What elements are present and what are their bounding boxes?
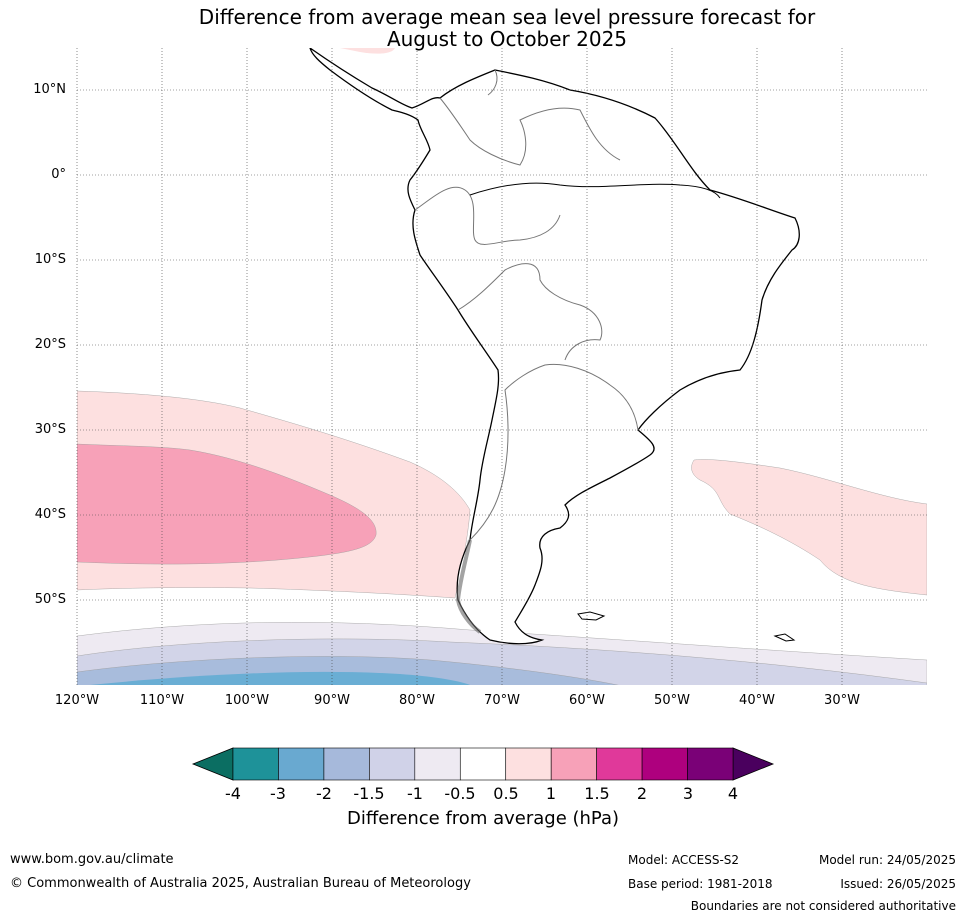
lon-label-50w: 50°W	[654, 693, 690, 708]
colorbar-cell	[414, 747, 461, 781]
lat-label-10s: 10°S	[34, 252, 66, 267]
issued-date: Issued: 26/05/2025	[840, 877, 956, 891]
map-title-line-1: Difference from average mean sea level p…	[198, 5, 816, 29]
colorbar-tick: 1	[545, 784, 557, 803]
country-border	[469, 363, 639, 541]
boundary-disclaimer: Boundaries are not considered authoritat…	[690, 899, 956, 913]
lon-label-80w: 80°W	[399, 693, 435, 708]
lat-label-50s: 50°S	[34, 592, 66, 607]
colorbar	[191, 747, 775, 781]
colorbar-cell	[641, 747, 688, 781]
lat-label-20s: 20°S	[34, 337, 66, 352]
base-period: Base period: 1981-2018	[628, 877, 773, 891]
colorbar-tick: -3	[270, 784, 286, 803]
colorbar-cell	[687, 747, 734, 781]
copyright-text: © Commonwealth of Australia 2025, Austra…	[10, 876, 471, 891]
colorbar-tick: -2	[316, 784, 332, 803]
colorbar-cell	[232, 747, 279, 781]
falkland-islands	[577, 611, 606, 621]
colorbar-tick: 1.5	[584, 784, 610, 803]
country-border	[457, 263, 603, 361]
south-georgia	[773, 633, 796, 642]
model-name: Model: ACCESS-S2	[628, 853, 740, 867]
south-pacific-core	[77, 443, 377, 565]
lat-label-0: 0°	[51, 167, 66, 182]
colorbar-tick: 3	[682, 784, 694, 803]
southern-ocean-band-4	[90, 671, 471, 685]
colorbar-tick: -4	[225, 784, 241, 803]
colorbar-tick: -0.5	[444, 784, 476, 803]
lat-label-40s: 40°S	[34, 507, 66, 522]
colorbar-under-arrow	[191, 747, 234, 781]
colorbar-cell	[278, 747, 325, 781]
country-border	[439, 97, 621, 166]
colorbar-tick: 0.5	[493, 784, 519, 803]
map-title-line-2: August to October 2025	[386, 27, 628, 51]
lon-label-40w: 40°W	[739, 693, 775, 708]
colorbar-tick: -1	[407, 784, 423, 803]
colorbar-cell	[459, 747, 507, 781]
colorbar-cell	[550, 747, 597, 781]
amazon-river	[469, 182, 721, 199]
colorbar-tick: -1.5	[353, 784, 385, 803]
country-border	[487, 69, 498, 96]
lat-label-10n: 10°N	[33, 82, 66, 97]
lon-label-60w: 60°W	[569, 693, 605, 708]
website-link[interactable]: www.bom.gov.au/climate	[10, 852, 174, 867]
lon-label-110w: 110°W	[139, 693, 185, 708]
colorbar-cell	[505, 747, 552, 781]
country-border	[414, 186, 561, 245]
lon-label-30w: 30°W	[824, 693, 860, 708]
colorbar-tick: 2	[636, 784, 648, 803]
colorbar-cell	[323, 747, 370, 781]
lon-label-90w: 90°W	[314, 693, 350, 708]
colorbar-label: Difference from average (hPa)	[346, 808, 620, 829]
lon-label-100w: 100°W	[224, 693, 270, 708]
colorbar-cell	[596, 747, 643, 781]
lon-label-70w: 70°W	[484, 693, 520, 708]
model-run-date: Model run: 24/05/2025	[818, 853, 956, 867]
gridlines	[76, 48, 927, 685]
south-atlantic-positive	[691, 459, 927, 596]
colorbar-cell	[369, 747, 416, 781]
lon-label-120w: 120°W	[54, 693, 100, 708]
colorbar-tick: 4	[727, 784, 739, 803]
colorbar-over-arrow	[732, 747, 775, 781]
lat-label-30s: 30°S	[34, 422, 66, 437]
